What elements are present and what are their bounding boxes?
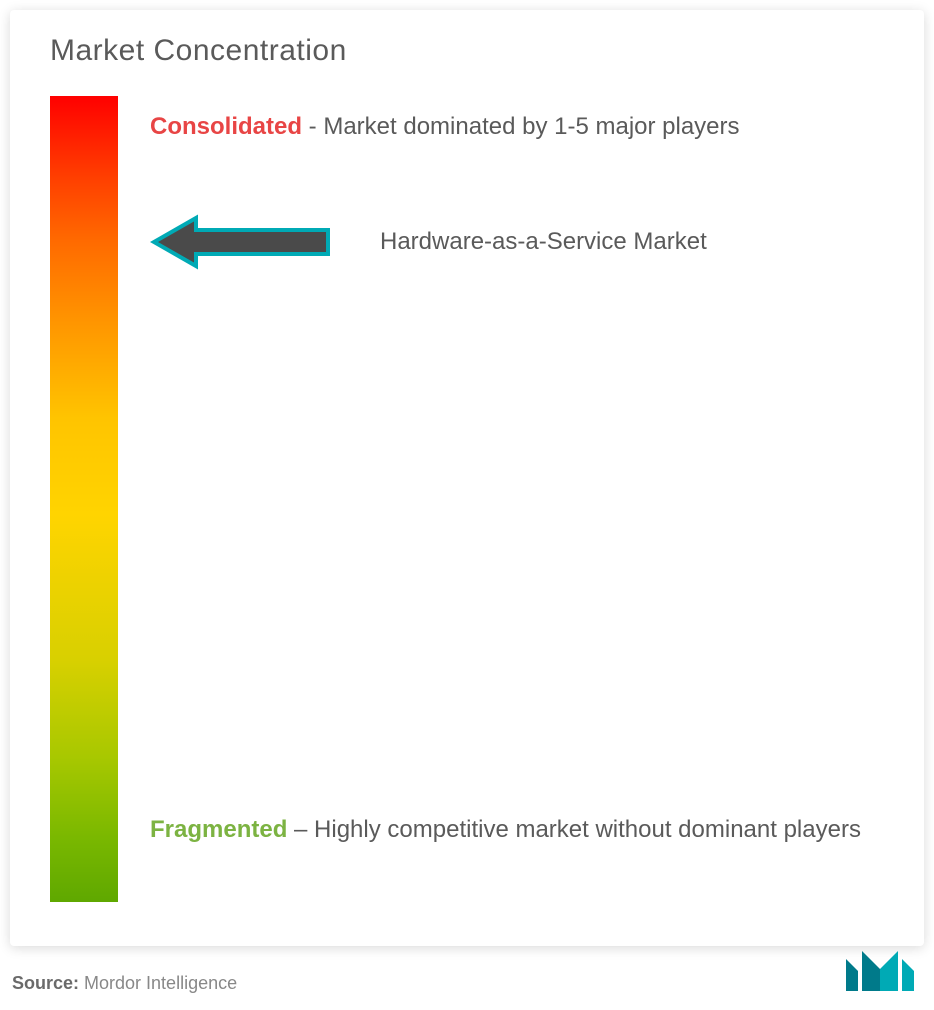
fragmented-text: – Highly competitive market without domi…	[287, 816, 861, 843]
fragmented-description: Fragmented – Highly competitive market w…	[150, 806, 884, 854]
consolidated-description: Consolidated - Market dominated by 1-5 m…	[150, 110, 884, 144]
logo-bar-4	[902, 959, 914, 991]
source-value: Mordor Intelligence	[79, 973, 237, 993]
consolidated-label: Consolidated	[150, 113, 302, 140]
source-attribution: Source: Mordor Intelligence	[12, 973, 237, 994]
arrow-path	[154, 218, 328, 266]
source-label: Source:	[12, 973, 79, 993]
logo-bar-1	[846, 959, 858, 991]
market-position-row: Hardware-as-a-Service Market	[150, 214, 707, 270]
fragmented-label: Fragmented	[150, 816, 287, 843]
logo-bar-2	[862, 951, 880, 991]
arrow-left-icon	[150, 214, 330, 270]
mordor-logo-icon	[846, 951, 918, 996]
logo-bar-3	[880, 951, 898, 991]
consolidated-text: - Market dominated by 1-5 major players	[302, 113, 740, 140]
concentration-gradient-bar	[50, 96, 118, 902]
market-name-label: Hardware-as-a-Service Market	[380, 228, 707, 256]
infographic-card: Market Concentration Consolidated - Mark…	[10, 10, 924, 946]
chart-title: Market Concentration	[50, 34, 347, 68]
